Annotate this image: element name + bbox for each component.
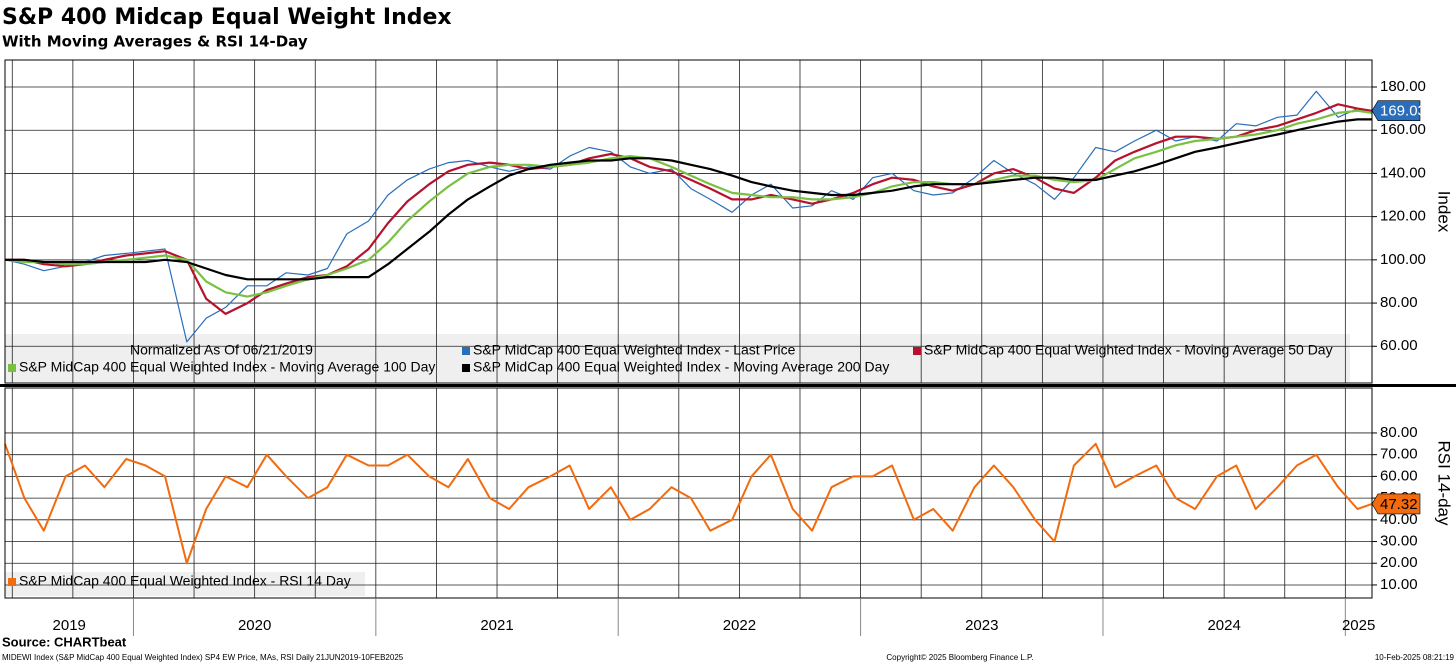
y-tick-label: 80.00 [1380, 294, 1418, 311]
y-tick-label: 20.00 [1380, 554, 1418, 571]
y-tick-label: 160.00 [1380, 121, 1426, 138]
plot-frame [4, 59, 1373, 384]
chart-subtitle: With Moving Averages & RSI 14-Day [2, 33, 308, 51]
legend-swatch [462, 364, 470, 372]
source: Source: CHARTbeat [2, 634, 127, 649]
x-tick-label: 2022 [723, 617, 756, 634]
x-tick-label: 2019 [53, 617, 86, 634]
y-tick-label: 10.00 [1380, 576, 1418, 593]
footer-left: MIDEWI Index (S&P MidCap 400 Equal Weigh… [2, 653, 404, 662]
legend-swatch [8, 578, 16, 586]
x-tick-label: 2020 [238, 617, 271, 634]
legend-label: S&P MidCap 400 Equal Weighted Index - Mo… [19, 359, 435, 375]
legend-swatch [8, 364, 16, 372]
series-line [4, 442, 1373, 565]
legend-label: S&P MidCap 400 Equal Weighted Index - RS… [19, 573, 351, 589]
y-tick-label: 30.00 [1380, 533, 1418, 550]
y-tick-label: 180.00 [1380, 78, 1426, 95]
last-value-box [1371, 493, 1421, 515]
series-line [4, 90, 1373, 343]
chart-title: S&P 400 Midcap Equal Weight Index [2, 5, 452, 30]
legend-swatch [913, 347, 921, 355]
legend-background [5, 334, 1350, 382]
last-value-label: 47.32 [1380, 496, 1418, 513]
y-tick-label: 100.00 [1380, 251, 1426, 268]
y-tick-label: 60.00 [1380, 337, 1418, 354]
footer-center: Copyright© 2025 Bloomberg Finance L.P. [886, 653, 1033, 662]
legend-label: S&P MidCap 400 Equal Weighted Index - Mo… [473, 359, 889, 375]
last-value-box [1371, 100, 1421, 122]
x-tick-label: 2024 [1207, 617, 1240, 634]
last-value-label: 169.03 [1380, 103, 1426, 120]
y-tick-label: 60.00 [1380, 467, 1418, 484]
footer-right: 10-Feb-2025 08:21:19 [1375, 653, 1455, 662]
series-line [4, 109, 1373, 298]
legend-note: Normalized As Of 06/21/2019 [130, 342, 313, 358]
series-line [5, 103, 1373, 315]
legend-background [5, 572, 365, 596]
y-tick-label: 40.00 [1380, 511, 1418, 528]
x-tick-label: 2021 [480, 617, 513, 634]
y-tick-label: 140.00 [1380, 164, 1426, 181]
legend-swatch [462, 347, 470, 355]
y-tick-label: 80.00 [1380, 424, 1418, 441]
y-tick-label: 120.00 [1380, 208, 1426, 225]
legend-label: S&P MidCap 400 Equal Weighted Index - Mo… [924, 342, 1333, 358]
legend-label: S&P MidCap 400 Equal Weighted Index - La… [473, 342, 796, 358]
y-axis-label: Index [1435, 191, 1454, 233]
plot-frame [4, 387, 1373, 599]
x-tick-label: 2023 [965, 617, 998, 634]
y-axis-label: RSI 14-day [1435, 440, 1454, 526]
x-tick-label: 2025 [1342, 617, 1375, 634]
y-tick-label: 70.00 [1380, 446, 1418, 463]
series-line [5, 118, 1372, 281]
